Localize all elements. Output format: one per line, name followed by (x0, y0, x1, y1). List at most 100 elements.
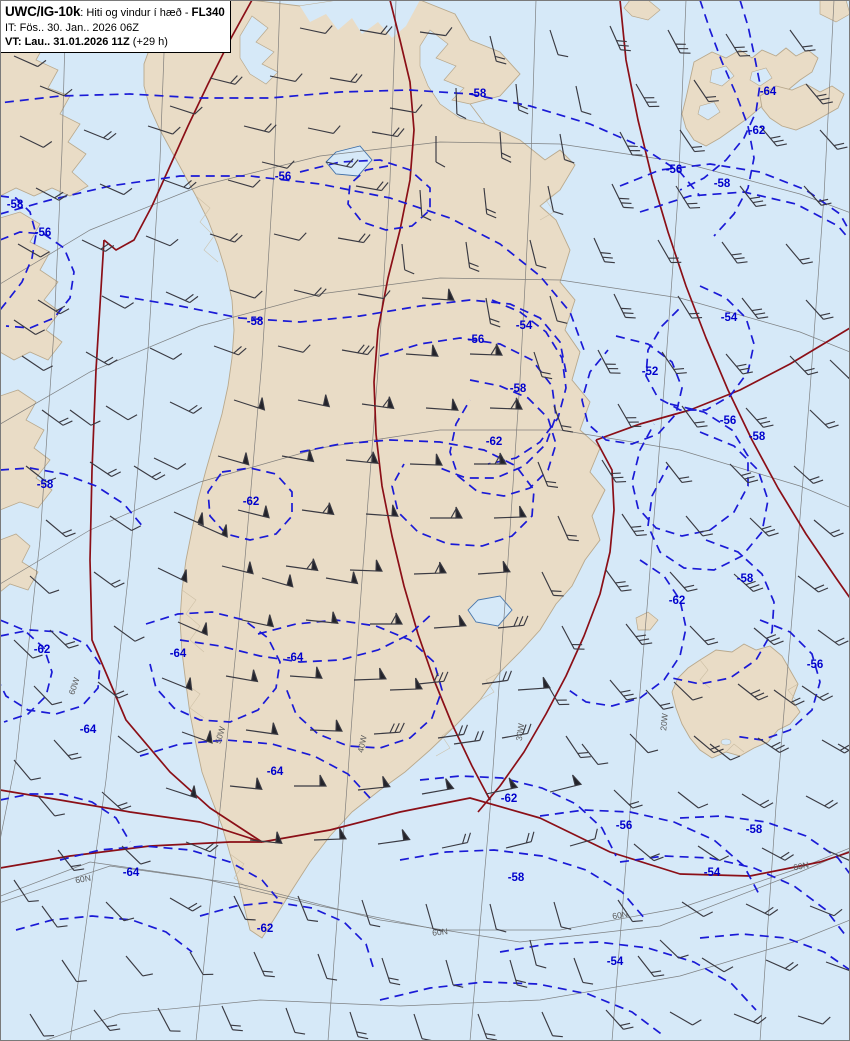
isotherm-label: -62 (668, 595, 686, 607)
isotherm-label: -62 (242, 496, 260, 508)
chart-title-box: UWC/IG-10k: Hiti og vindur í hæð - FL340… (0, 0, 231, 53)
greenland-coast-detail (181, 189, 561, 889)
title-description: Hiti og vindur í hæð - (86, 7, 192, 19)
valid-time-value: Lau.. 31.01.2026 11Z (24, 35, 130, 48)
meridian-50W (195, 0, 281, 1041)
fir-boundary-mid-diag (477, 439, 615, 813)
isotherm-label: -62 (256, 923, 274, 935)
isotherm--64-sw1 (145, 611, 281, 723)
meridian-20W (611, 0, 687, 1041)
isotherm--58-c (119, 295, 567, 373)
parallel-75N (0, 141, 850, 285)
isotherm--58-se (679, 815, 850, 875)
isotherm-label: -64 (169, 648, 187, 660)
isotherm-label: -56 (274, 171, 292, 183)
isotherm-label: -62 (748, 125, 766, 137)
land-greenland (143, 0, 606, 939)
isotherm-label: -54 (703, 867, 721, 879)
isotherm--54-c (487, 299, 567, 465)
init-time-value: Fös.. 30. Jan.. 2026 06Z (19, 21, 139, 34)
isotherm-label: -58 (748, 431, 766, 443)
fir-boundary-south (261, 797, 850, 877)
isotherm--56-n1 (0, 175, 585, 351)
fir-boundaries (0, 0, 850, 877)
isotherm--56-w (0, 231, 75, 329)
isotherm--62-ice (565, 559, 687, 707)
flight-level: FL340 (191, 7, 225, 19)
isotherm--64-lb (0, 793, 131, 843)
init-time-line: IT: Fös.. 30. Jan.. 2026 06Z (5, 21, 225, 35)
fir-boundary-west (89, 239, 263, 843)
isotherm--58-n1 (0, 89, 701, 197)
isotherm-label: -58 (469, 88, 487, 100)
wind-barbs (13, 25, 850, 1041)
isotherm--62-w (207, 467, 293, 541)
fir-boundary-se-branch (595, 327, 850, 441)
isotherm--64-lb2 (15, 915, 193, 953)
isotherm-label: -62 (500, 793, 518, 805)
land-svalbard-islet-2 (819, 0, 850, 23)
isotherm--58-w (0, 195, 37, 311)
isotherm-label: -58 (507, 872, 525, 884)
isotherm--64-low2 (59, 845, 283, 905)
isotherm-label: -64 (286, 652, 304, 664)
isotherm--56-e (631, 403, 749, 537)
isotherm-label: -58 (246, 316, 264, 328)
isotherm--54-bot (499, 941, 757, 1011)
fir-boundary-east (619, 0, 850, 599)
isotherm--58-s (399, 849, 647, 921)
iceland-coast-detail (699, 659, 799, 753)
meridian-30W (469, 0, 537, 1041)
isotherm-label: -54 (606, 956, 624, 968)
valid-time-offset: (+29 h) (129, 35, 168, 48)
meridian-40W (327, 0, 397, 1041)
isotherm--58-wc (0, 467, 145, 529)
isotherm-label: -56 (719, 415, 737, 427)
init-time-label: IT: (5, 21, 20, 34)
isotherm-label: -58 (713, 178, 731, 190)
fir-boundary-bottom-arc (0, 789, 263, 843)
isotherm--62-sval (699, 0, 755, 237)
isotherm--56-n2 (299, 159, 431, 231)
isotherm-label: -58 (745, 824, 763, 836)
model-name: UWC/IG-10k (5, 4, 81, 19)
isotherm-label: -62 (485, 436, 503, 448)
isotherm--64-sval (679, 0, 761, 191)
isotherm-label: -64 (122, 867, 140, 879)
isotherm-label: -64 (266, 766, 284, 778)
isotherm-label: -54 (515, 320, 533, 332)
fir-boundary-reykjavik-north (373, 0, 491, 801)
title-line-1: UWC/IG-10k: Hiti og vindur í hæð - FL340 (5, 3, 225, 21)
isotherm-label: -58 (6, 199, 24, 211)
isotherm--62-sw (0, 629, 101, 715)
isotherm-label: -58 (509, 383, 527, 395)
isotherm-label: -54 (720, 312, 738, 324)
valid-time-label: VT: (5, 35, 25, 48)
land-baffin-island (0, 29, 89, 197)
isotherm-label: -58 (36, 479, 54, 491)
isotherm--62-mid (299, 439, 535, 547)
valid-time-line: VT: Lau.. 31.01.2026 11Z (+29 h) (5, 35, 225, 49)
isotherm-label: -56 (34, 227, 52, 239)
isotherm-label: -64 (759, 86, 777, 98)
graticule-label: 20W (658, 712, 670, 732)
isotherm--64-sw2 (257, 619, 443, 749)
isotherm--58-sval-arc (639, 191, 850, 241)
isotherm-label: -64 (79, 724, 97, 736)
isotherm--64-lower (139, 739, 371, 799)
isotherm--56-s (539, 809, 761, 897)
graticule-label: 60N (431, 926, 449, 938)
isotherm--62-bot (199, 901, 375, 971)
isotherm-label: -58 (736, 573, 754, 585)
isotherm-label: -52 (641, 366, 659, 378)
parallel-55N (42, 919, 850, 1041)
land-svalbard-islet-1 (623, 0, 661, 21)
isotherm--54-bot2 (379, 981, 665, 1037)
isotherm--54-e (645, 285, 755, 411)
land-iceland-ne-islet (635, 611, 659, 631)
isotherm--62-s (419, 775, 617, 857)
isotherm--56-c (379, 337, 557, 479)
